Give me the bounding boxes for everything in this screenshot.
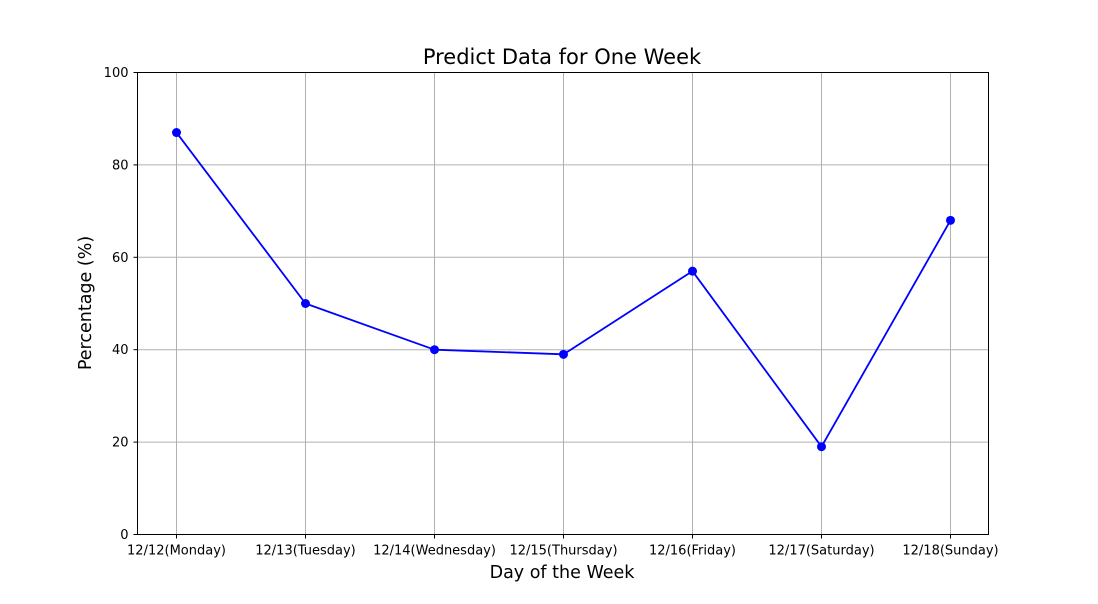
data-point-marker — [430, 345, 439, 355]
x-axis-label: Day of the Week — [490, 563, 636, 583]
data-point-marker — [688, 266, 697, 276]
x-tick-label: 12/13(Tuesday) — [255, 544, 356, 559]
y-tick-label: 40 — [112, 343, 129, 358]
x-tick-label: 12/14(Wednesday) — [373, 544, 496, 559]
x-tick-label: 12/18(Sunday) — [902, 544, 998, 559]
data-point-marker — [817, 442, 826, 452]
tick-layer: 0 20 40 60 80 100 12/12(Monday) 12/13(Tuesday) 1… — [104, 66, 999, 559]
data-point-marker — [946, 215, 955, 225]
y-tick-label: 0 — [120, 528, 128, 543]
chart-title: Predict Data for One Week — [423, 45, 702, 69]
x-tick-label: 12/12(Monday) — [127, 544, 226, 559]
series-layer — [172, 128, 955, 452]
y-tick-label: 20 — [112, 436, 129, 451]
data-point-marker — [172, 128, 181, 138]
x-tick-label: 12/15(Thursday) — [509, 544, 617, 559]
x-tick-label: 12/16(Friday) — [649, 544, 736, 559]
y-tick-label: 100 — [104, 66, 129, 81]
y-axis-label: Percentage (%) — [76, 236, 96, 370]
y-tick-label: 60 — [112, 251, 129, 266]
y-tick-label: 80 — [112, 158, 129, 173]
x-tick-label: 12/17(Saturday) — [768, 544, 874, 559]
grid-lines — [137, 72, 989, 535]
data-point-marker — [559, 349, 568, 359]
data-point-marker — [301, 299, 310, 308]
